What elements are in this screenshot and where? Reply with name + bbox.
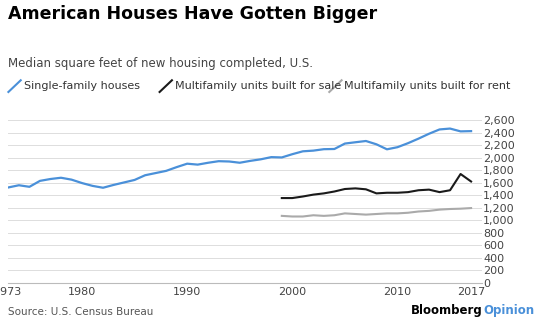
Text: Median square feet of new housing completed, U.S.: Median square feet of new housing comple… [8,57,314,70]
Text: Single-family houses: Single-family houses [24,81,139,91]
Text: Opinion: Opinion [484,304,535,317]
Text: Multifamily units built for sale: Multifamily units built for sale [175,81,341,91]
Text: American Houses Have Gotten Bigger: American Houses Have Gotten Bigger [8,5,377,23]
Text: Multifamily units built for rent: Multifamily units built for rent [344,81,511,91]
Text: Source: U.S. Census Bureau: Source: U.S. Census Bureau [8,307,154,317]
Text: Bloomberg: Bloomberg [411,304,483,317]
